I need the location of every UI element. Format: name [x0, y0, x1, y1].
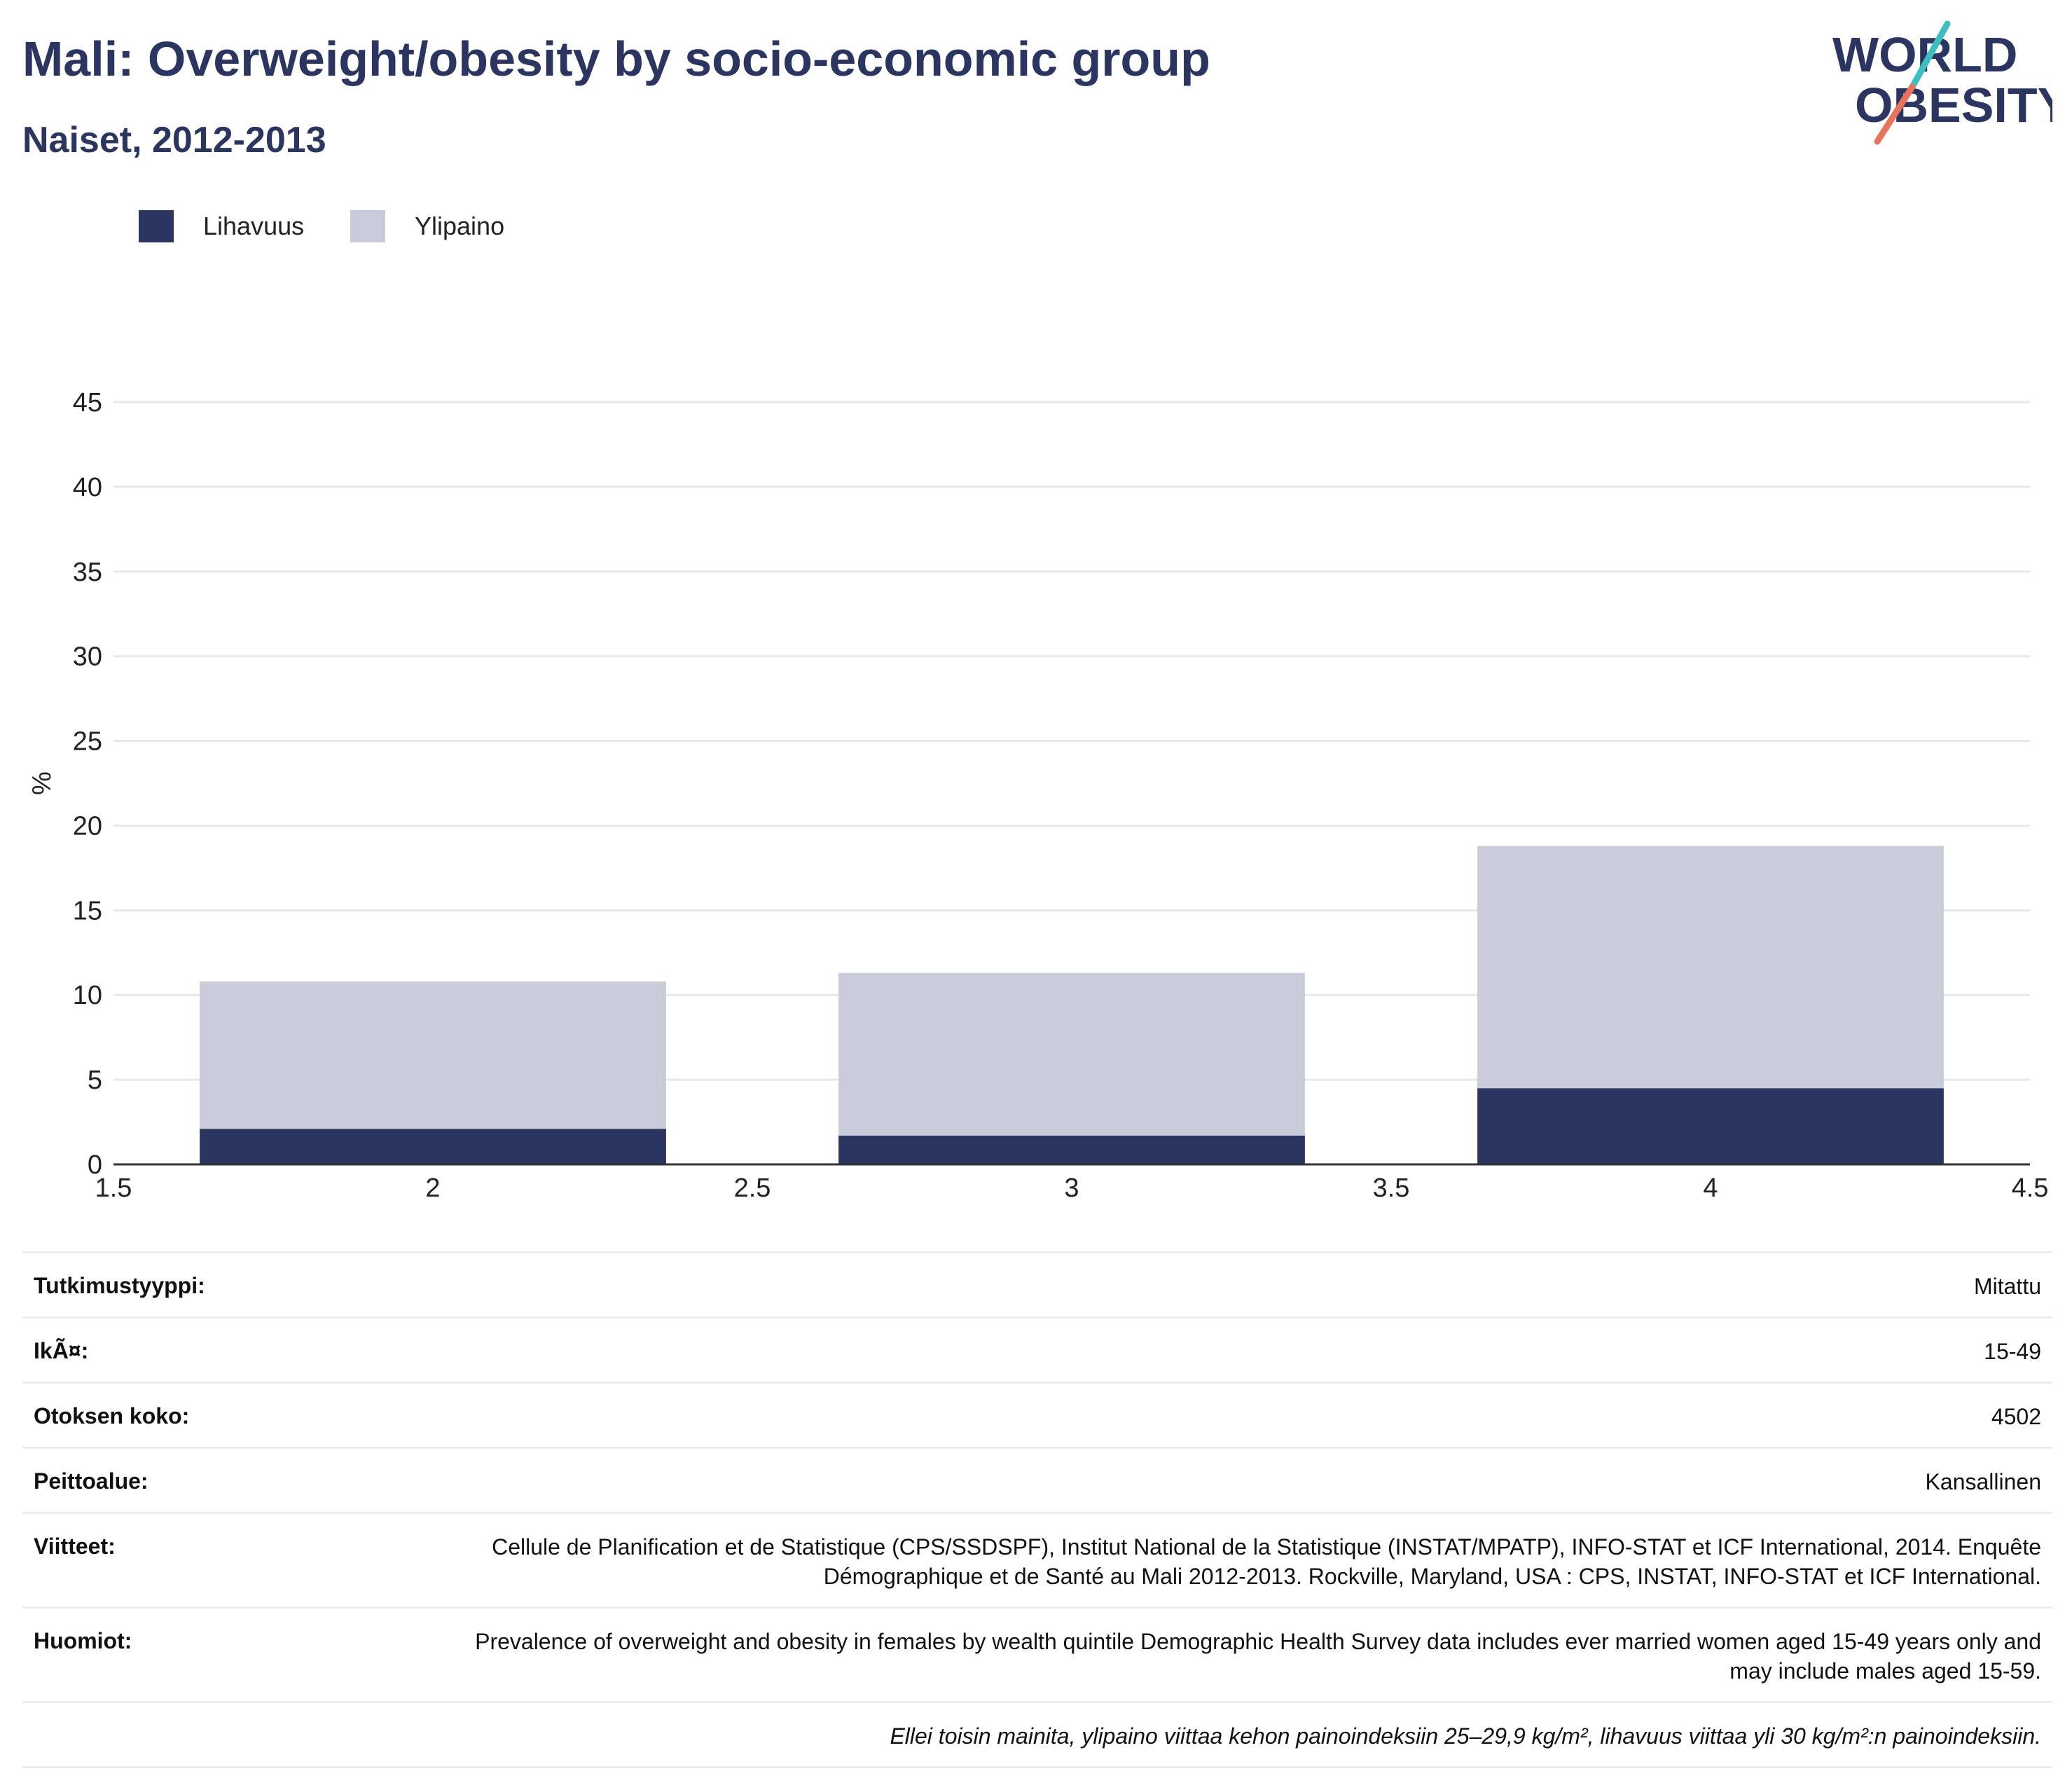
table-row-footnote: Ellei toisin mainita, ylipaino viittaa k…	[22, 1701, 2052, 1768]
legend-label-ylipaino: Ylipaino	[415, 212, 505, 240]
metadata-table: Tutkimustyyppi: Mitattu IkÃ¤: 15-49 Otok…	[22, 1251, 2052, 1768]
row-label: Viitteet:	[34, 1534, 116, 1559]
legend-swatch-ylipaino	[350, 210, 385, 242]
row-label: Huomiot:	[34, 1628, 132, 1653]
y-tick-label: 35	[73, 558, 102, 587]
x-tick-label: 2.5	[734, 1173, 771, 1203]
x-tick-label: 4	[1703, 1173, 1718, 1203]
x-tick-label: 4.5	[2012, 1173, 2049, 1203]
row-value: 15-49	[1984, 1339, 2041, 1364]
page-subtitle: Naiset, 2012-2013	[22, 120, 326, 160]
table-row-study-type: Tutkimustyyppi: Mitattu	[22, 1251, 2052, 1316]
logo-line1: WORLD	[1832, 27, 2017, 82]
row-value: Prevalence of overweight and obesity in …	[475, 1629, 2041, 1684]
legend-swatch-lihavuus	[139, 210, 174, 242]
row-label: IkÃ¤:	[34, 1338, 89, 1363]
table-row-sample-size: Otoksen koko: 4502	[22, 1382, 2052, 1447]
row-label: Peittoalue:	[34, 1468, 149, 1494]
y-tick-label: 0	[88, 1150, 102, 1180]
bar-ylipaino	[200, 981, 666, 1129]
legend-label-lihavuus: Lihavuus	[203, 212, 305, 240]
row-value: 4502	[1991, 1404, 2041, 1429]
row-value: Kansallinen	[1925, 1469, 2041, 1494]
x-tick-label: 3.5	[1373, 1173, 1410, 1203]
x-tick-label: 2	[425, 1173, 440, 1203]
footnote: Ellei toisin mainita, ylipaino viittaa k…	[890, 1723, 2041, 1749]
y-axis-label: %	[27, 771, 57, 795]
table-row-references: Viitteet: Cellule de Planification et de…	[22, 1512, 2052, 1606]
y-tick-label: 45	[73, 388, 102, 418]
world-obesity-logo-graphic: WORLD OBESITY	[1832, 20, 2070, 145]
x-tick-label: 3	[1064, 1173, 1079, 1203]
table-row-coverage: Peittoalue: Kansallinen	[22, 1447, 2052, 1512]
row-value: Mitattu	[1973, 1274, 2041, 1299]
page-title: Mali: Overweight/obesity by socio-econom…	[22, 32, 1210, 86]
bar-chart: 0 5 10 15 20 25 30 35 40 45% 1.5 2 2.5 3 3.5 4 4.5	[27, 388, 2049, 1203]
y-tick-label: 10	[73, 981, 102, 1010]
bar-lihavuus	[200, 1129, 666, 1164]
y-tick-label: 40	[73, 473, 102, 502]
y-tick-label: 20	[73, 811, 102, 841]
table-row-age: IkÃ¤: 15-49	[22, 1316, 2052, 1382]
row-value: Cellule de Planification et de Statistiq…	[492, 1534, 2041, 1589]
y-tick-label: 15	[73, 896, 102, 925]
y-tick-label: 5	[88, 1066, 102, 1095]
logo-line2: OBESITY	[1855, 78, 2052, 132]
world-obesity-logo[interactable]: WORLD OBESITY	[1828, 20, 2070, 146]
bar-ylipaino	[1477, 846, 1944, 1089]
row-label: Tutkimustyyppi:	[34, 1273, 205, 1298]
x-tick-label: 1.5	[95, 1173, 132, 1203]
bar-lihavuus	[1477, 1088, 1944, 1164]
table-row-notes: Huomiot: Prevalence of overweight and ob…	[22, 1606, 2052, 1701]
row-label: Otoksen koko:	[34, 1403, 190, 1429]
y-tick-label: 25	[73, 727, 102, 757]
bar-lihavuus	[838, 1135, 1305, 1164]
y-tick-label: 30	[73, 642, 102, 672]
bar-ylipaino	[838, 972, 1305, 1136]
